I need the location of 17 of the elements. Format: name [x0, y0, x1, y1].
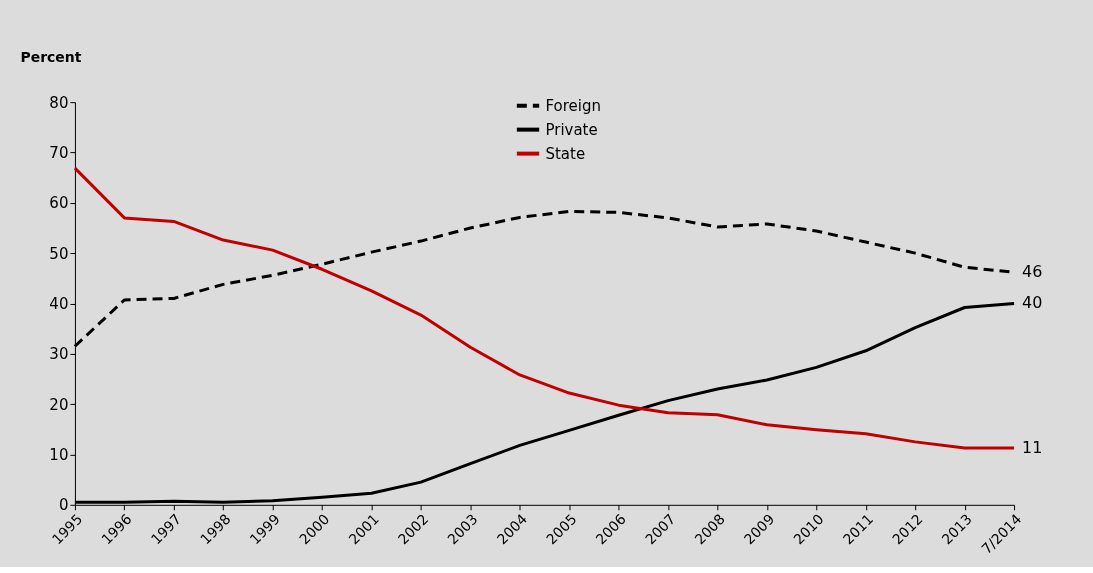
- y-tick-label: 0: [58, 496, 69, 515]
- y-tick-label: 60: [49, 194, 69, 213]
- y-tick-label: 20: [49, 395, 69, 414]
- y-tick-label: 40: [49, 294, 69, 313]
- y-tick-label: 70: [49, 143, 69, 162]
- legend-label: Private: [545, 120, 598, 139]
- y-axis-title: Percent: [20, 48, 82, 65]
- data-label: 46: [1022, 262, 1043, 282]
- y-tick-label: 30: [49, 345, 69, 364]
- data-label: 40: [1022, 293, 1043, 313]
- y-tick-label: 80: [49, 93, 69, 112]
- legend-label: State: [545, 144, 586, 163]
- legend-label: Foreign: [545, 96, 601, 115]
- line-series: [73, 166, 1016, 450]
- y-tick-label: 10: [49, 445, 69, 464]
- y-tick-label: 50: [49, 244, 69, 263]
- data-label: 11: [1022, 437, 1043, 457]
